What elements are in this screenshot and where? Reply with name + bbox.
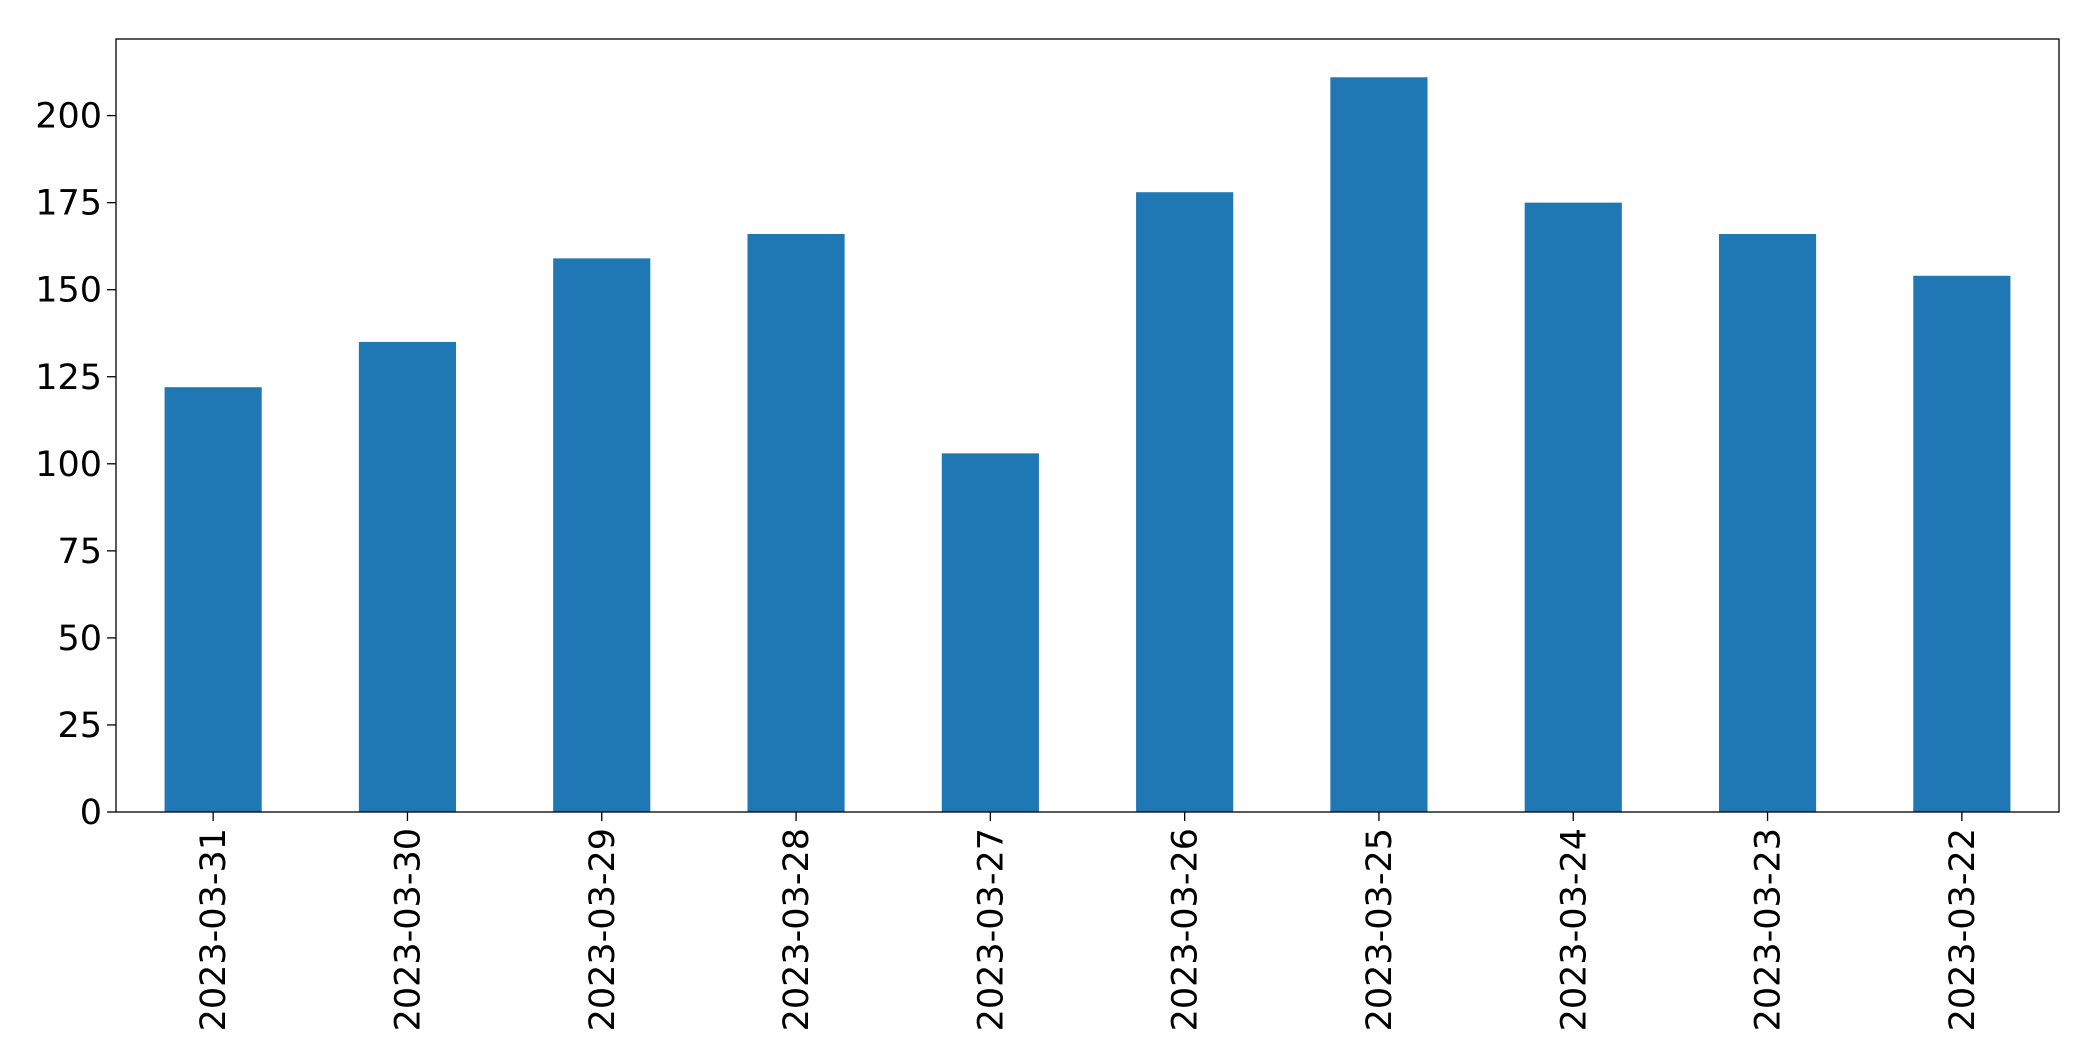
x-tick-label: 2023-03-28 — [777, 828, 817, 1031]
y-tick-label: 175 — [35, 184, 102, 224]
x-axis: 2023-03-31 2023-03-30 2023-03-29 2023-03-28… — [194, 812, 1983, 1031]
bar-2023-03-26 — [1136, 192, 1234, 812]
bar-2023-03-27 — [941, 453, 1039, 812]
bar-2023-03-31 — [164, 387, 262, 812]
x-tick-label: 2023-03-29 — [583, 828, 623, 1031]
bar-2023-03-22 — [1913, 275, 2011, 812]
bars-group — [164, 77, 2011, 813]
y-tick-label: 200 — [35, 97, 102, 137]
x-tick-label: 2023-03-27 — [971, 828, 1011, 1031]
y-tick-label: 100 — [35, 445, 102, 485]
plot-frame — [115, 38, 2060, 813]
y-tick-label: 125 — [35, 358, 102, 398]
bar-2023-03-23 — [1718, 233, 1817, 813]
y-tick-label: 150 — [35, 271, 102, 311]
x-tick-label: 2023-03-30 — [388, 828, 428, 1031]
x-tick-label: 2023-03-25 — [1360, 828, 1400, 1031]
y-tick-label: 75 — [57, 532, 102, 572]
y-tick-label: 25 — [57, 706, 102, 746]
x-tick-label: 2023-03-22 — [1943, 828, 1983, 1031]
bar-2023-03-29 — [553, 258, 651, 812]
y-tick-label: 0 — [80, 793, 102, 833]
y-tick-label: 50 — [57, 619, 102, 659]
x-tick-label: 2023-03-26 — [1166, 828, 1206, 1031]
bar-2023-03-28 — [747, 233, 845, 813]
x-tick-label: 2023-03-31 — [194, 828, 234, 1031]
bar-2023-03-30 — [358, 341, 457, 812]
x-tick-label: 2023-03-23 — [1749, 828, 1789, 1031]
bar-2023-03-25 — [1330, 77, 1428, 812]
y-axis: 0 25 50 75 100 125 150 175 200 — [35, 97, 116, 833]
x-tick-label: 2023-03-24 — [1554, 828, 1594, 1031]
bar-2023-03-24 — [1524, 202, 1622, 813]
